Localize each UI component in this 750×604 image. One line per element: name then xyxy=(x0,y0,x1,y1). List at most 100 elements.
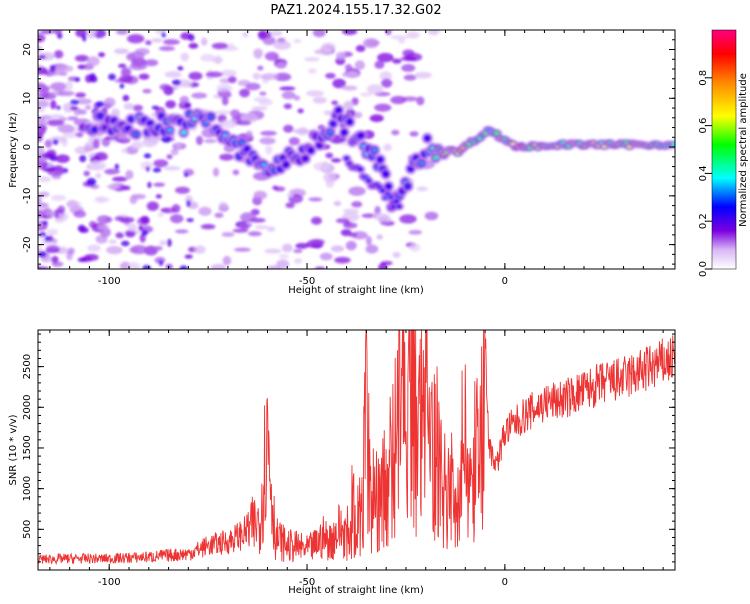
heatmap-cell xyxy=(330,121,336,126)
heatmap-cell xyxy=(89,73,96,81)
heatmap-cell xyxy=(261,163,267,167)
heatmap-cell xyxy=(38,202,49,209)
heatmap-cell xyxy=(253,96,270,103)
heatmap-cell xyxy=(343,100,354,111)
heatmap-cell xyxy=(208,114,214,119)
heatmap-cell xyxy=(62,168,69,174)
heatmap-cell xyxy=(335,57,346,66)
heatmap-cell xyxy=(46,119,65,127)
heatmap-cell xyxy=(118,75,134,83)
snr-y-label: SNR (10 * v/v) xyxy=(8,414,19,485)
heatmap-cell xyxy=(403,74,417,81)
heatmap-cell xyxy=(95,101,105,107)
heatmap-cell xyxy=(383,172,389,176)
heatmap-cell xyxy=(122,185,131,191)
heatmap-cell xyxy=(200,53,216,62)
heatmap-cell xyxy=(424,136,430,141)
colorbar-tick-label: 0.0 xyxy=(698,261,709,277)
heatmap-cell xyxy=(374,60,385,69)
heatmap-cell xyxy=(248,231,262,237)
colorbar-tick-label: 0.6 xyxy=(698,118,709,134)
heatmap-cell xyxy=(183,80,192,88)
heatmap-cell xyxy=(159,240,167,246)
heatmap-cell xyxy=(92,138,100,149)
heatmap-cell xyxy=(67,247,75,255)
heatmap-cell xyxy=(293,38,302,44)
heatmap-cell xyxy=(385,30,392,36)
heatmap-cell xyxy=(85,105,92,110)
heatmap-cell xyxy=(140,215,150,224)
heatmap-cell xyxy=(57,205,66,214)
heatmap-cell xyxy=(293,258,303,264)
heatmap-cell xyxy=(98,52,106,58)
heatmap-cell xyxy=(308,148,314,153)
heatmap-cell xyxy=(200,224,216,230)
heatmap-cell xyxy=(306,90,324,97)
heatmap-cell xyxy=(347,120,353,124)
heatmap-cell xyxy=(258,30,267,41)
heatmap-cell xyxy=(129,195,138,204)
heatmap-cell xyxy=(253,48,264,59)
heatmap-cell xyxy=(365,244,379,254)
heatmap-cell xyxy=(276,62,287,69)
heatmap-cell xyxy=(249,217,266,223)
spectrogram-x-label: Height of straight line (km) xyxy=(288,285,424,296)
heatmap-cell xyxy=(260,130,277,136)
heatmap-cell xyxy=(125,169,134,180)
heatmap-cell xyxy=(355,45,366,52)
heatmap-cell xyxy=(297,108,304,114)
heatmap-cell xyxy=(191,92,208,99)
heatmap-cell xyxy=(38,266,50,269)
heatmap-cell xyxy=(402,49,415,57)
heatmap-cell xyxy=(396,204,402,209)
heatmap-cell xyxy=(312,96,327,104)
y-tick-label: 1000 xyxy=(22,476,33,501)
heatmap-cell xyxy=(198,206,212,216)
heatmap-cell xyxy=(194,245,206,254)
heatmap-cell xyxy=(214,212,224,218)
heatmap-cell xyxy=(158,260,164,267)
heatmap-cell xyxy=(38,107,46,113)
heatmap-cell xyxy=(227,42,235,51)
heatmap-cell xyxy=(151,105,159,110)
heatmap-cell xyxy=(38,196,42,204)
heatmap-cell xyxy=(38,124,48,132)
heatmap-cell xyxy=(128,117,134,121)
heatmap-cell xyxy=(89,184,100,189)
heatmap-cell xyxy=(239,140,245,145)
heatmap-cell xyxy=(50,82,68,91)
heatmap-cell xyxy=(233,247,251,252)
heatmap-cell xyxy=(374,103,392,112)
heatmap-cell xyxy=(120,240,130,247)
y-tick-label: 20 xyxy=(22,43,33,56)
heatmap-cell xyxy=(121,148,129,154)
heatmap-cell xyxy=(108,73,116,81)
snr-panel: -100 -50 0 500 1000 1500 2000 2500 Height of s… xyxy=(8,329,676,596)
heatmap-cell xyxy=(51,256,59,264)
heatmap-cell xyxy=(46,228,59,236)
heatmap-cell xyxy=(44,139,53,148)
heatmap-cell xyxy=(293,248,303,254)
heatmap-cell xyxy=(262,36,276,46)
heatmap-cell xyxy=(205,71,223,78)
heatmap-cell xyxy=(86,30,96,39)
heatmap-cell xyxy=(38,44,43,54)
heatmap-cell xyxy=(220,119,238,129)
heatmap-cell xyxy=(210,263,226,269)
heatmap-cell xyxy=(390,35,408,40)
heatmap-cell xyxy=(335,218,350,224)
colorbar-tick-label: 0.8 xyxy=(698,70,709,86)
heatmap-cell xyxy=(49,155,58,162)
heatmap-cell xyxy=(400,56,417,62)
heatmap-cell xyxy=(122,94,130,102)
heatmap-cell xyxy=(369,114,384,123)
y-tick-label: -10 xyxy=(22,188,33,204)
heatmap-cell xyxy=(330,245,345,252)
heatmap-cell xyxy=(45,244,60,253)
heatmap-cell xyxy=(381,78,393,88)
heatmap-cell xyxy=(158,114,165,118)
heatmap-cell xyxy=(74,54,90,62)
heatmap-cell xyxy=(171,204,181,213)
heatmap-cell xyxy=(347,232,358,237)
